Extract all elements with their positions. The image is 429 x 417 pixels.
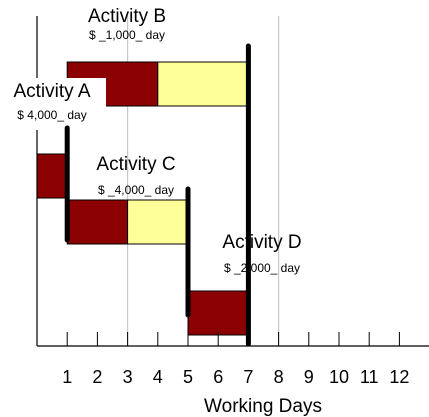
x-tick-label-9: 9 <box>304 367 314 387</box>
x-tick-label-5: 5 <box>183 367 193 387</box>
activity-c-cost: $ _4,000_ day <box>98 183 174 197</box>
x-axis-title: Working Days <box>204 396 322 417</box>
x-tick-label-11: 11 <box>360 367 379 387</box>
x-tick-label-12: 12 <box>389 367 409 387</box>
activity-labels: Activity A $ 4,000_ day Activity B$ _1,000… <box>8 6 302 275</box>
activity-c-float-bar <box>127 199 189 245</box>
activity-b-float-bar <box>157 61 249 107</box>
x-tick-label-8: 8 <box>274 367 284 387</box>
activity-d-duration-bar <box>187 290 249 336</box>
activity-b-cost: $ _1,000_ day <box>89 28 165 42</box>
x-tick-label-1: 1 <box>62 367 72 387</box>
x-tick-label-2: 2 <box>92 367 102 387</box>
activity-a-cost: $ 4,000_ day <box>17 108 86 122</box>
activity-d-name: Activity D <box>222 232 301 253</box>
x-tick-label-3: 3 <box>123 367 133 387</box>
activity-b-name: Activity B <box>88 6 166 27</box>
activity-c-duration-bar <box>66 199 129 245</box>
activity-a-label-bg <box>8 78 106 130</box>
x-tick-label-4: 4 <box>153 367 163 387</box>
x-tick-label-6: 6 <box>213 367 223 387</box>
activity-d-cost: $ _2,000_ day <box>224 261 300 275</box>
activity-a-duration-bar <box>36 153 68 199</box>
milestone-lines <box>64 43 251 347</box>
x-tick-label-10: 10 <box>329 367 349 387</box>
activity-c-name: Activity C <box>96 154 175 175</box>
activity-a-name: Activity A <box>13 81 90 102</box>
x-tick-label-7: 7 <box>243 367 253 387</box>
